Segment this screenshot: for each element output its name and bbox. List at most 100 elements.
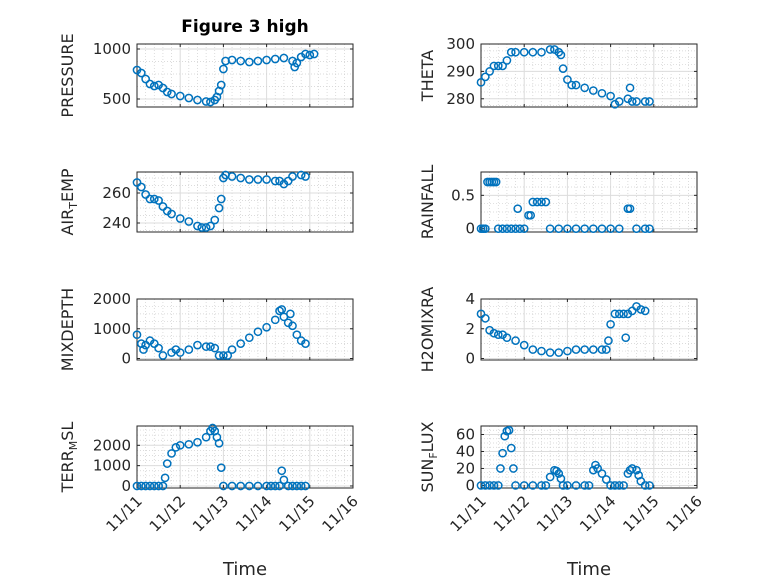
data-point xyxy=(528,47,538,57)
plot-area xyxy=(481,172,697,232)
data-point xyxy=(201,432,211,442)
x-axis-label-right: Time xyxy=(566,559,611,580)
y-tick-label: 1000 xyxy=(93,40,131,58)
data-point xyxy=(193,340,202,350)
data-point xyxy=(277,305,287,314)
axes-box xyxy=(136,43,354,108)
data-point xyxy=(305,50,315,60)
y-tick-label: 20 xyxy=(456,459,475,477)
y-axis-label-0: PRESSURE xyxy=(58,33,77,117)
data-point xyxy=(167,89,176,99)
axes-box xyxy=(480,298,698,361)
data-point xyxy=(556,50,566,60)
data-point xyxy=(597,469,607,478)
data-point xyxy=(519,47,529,57)
data-point xyxy=(528,481,538,490)
data-point xyxy=(132,178,142,187)
data-point xyxy=(301,49,310,59)
data-point xyxy=(262,55,271,65)
data-point xyxy=(485,67,494,76)
data-point xyxy=(491,177,501,187)
data-point xyxy=(511,481,520,490)
x-tick-label: 11/15 xyxy=(619,492,662,535)
data-point xyxy=(627,97,637,106)
data-point xyxy=(493,481,503,490)
data-point xyxy=(606,481,615,490)
data-point xyxy=(154,196,163,205)
data-point xyxy=(262,175,271,184)
data-point xyxy=(480,72,490,82)
data-point xyxy=(193,95,202,105)
data-point xyxy=(236,481,246,491)
data-point xyxy=(158,481,168,491)
data-point xyxy=(184,345,194,354)
data-point xyxy=(623,94,633,104)
data-point xyxy=(296,481,306,491)
data-point xyxy=(627,306,637,316)
data-point xyxy=(625,83,635,93)
data-point xyxy=(563,224,572,234)
data-point xyxy=(493,224,503,234)
data-point xyxy=(141,190,150,199)
data-point xyxy=(132,481,142,491)
data-point xyxy=(588,465,598,475)
y-tick-label: 0 xyxy=(465,220,475,238)
data-point xyxy=(296,170,306,180)
data-point xyxy=(621,333,631,343)
data-point xyxy=(253,327,263,337)
data-point xyxy=(476,309,486,319)
y-tick-label: 0 xyxy=(465,350,475,368)
axes-box xyxy=(480,171,698,233)
axes-box xyxy=(136,171,354,233)
data-point xyxy=(253,175,263,184)
data-point xyxy=(601,475,611,484)
y-axis-label-1: THETA xyxy=(418,50,437,102)
data-point xyxy=(606,91,615,101)
data-point xyxy=(136,182,146,192)
data-point xyxy=(498,448,507,458)
data-point xyxy=(537,346,546,356)
data-point xyxy=(532,197,542,207)
axes-box xyxy=(136,298,354,361)
data-point xyxy=(604,336,613,346)
data-point xyxy=(619,481,628,490)
y-tick-label: 290 xyxy=(446,62,475,80)
data-point xyxy=(266,481,276,491)
data-point xyxy=(301,481,310,491)
data-point xyxy=(528,345,538,354)
data-point xyxy=(216,80,226,90)
data-point xyxy=(597,345,607,354)
data-point xyxy=(227,172,237,181)
x-tick-label: 11/16 xyxy=(319,492,362,535)
y-axis-label-2: AIRTEMP xyxy=(58,168,80,235)
data-point xyxy=(201,342,211,351)
data-point xyxy=(227,345,237,354)
data-point xyxy=(588,224,598,234)
data-point xyxy=(292,330,302,340)
data-point xyxy=(519,224,529,234)
data-point xyxy=(288,172,297,181)
data-point xyxy=(515,224,525,234)
subplot-terr-msl: 0 1000 2000 11/11 11/12 11/13 11/14 11/15 11/16 T… xyxy=(58,422,362,536)
data-point xyxy=(545,45,555,54)
axes-box xyxy=(136,425,354,489)
x-tick-label: 11/12 xyxy=(146,492,189,535)
y-tick-label: 2 xyxy=(465,320,475,338)
data-point xyxy=(593,464,602,473)
x-tick-label: 11/11 xyxy=(447,492,490,535)
data-point xyxy=(206,97,215,107)
data-point xyxy=(606,319,615,329)
data-point xyxy=(184,217,194,226)
data-point xyxy=(480,224,490,234)
data-point xyxy=(292,58,302,68)
data-point xyxy=(563,481,572,490)
data-point xyxy=(288,481,297,491)
y-tick-label: 2000 xyxy=(93,436,131,454)
y-tick-label: 0 xyxy=(121,477,131,495)
data-point xyxy=(489,61,499,71)
data-point xyxy=(201,97,211,106)
data-point xyxy=(640,97,650,106)
data-point xyxy=(132,330,142,340)
data-point xyxy=(214,351,224,360)
plot-area xyxy=(137,172,353,232)
